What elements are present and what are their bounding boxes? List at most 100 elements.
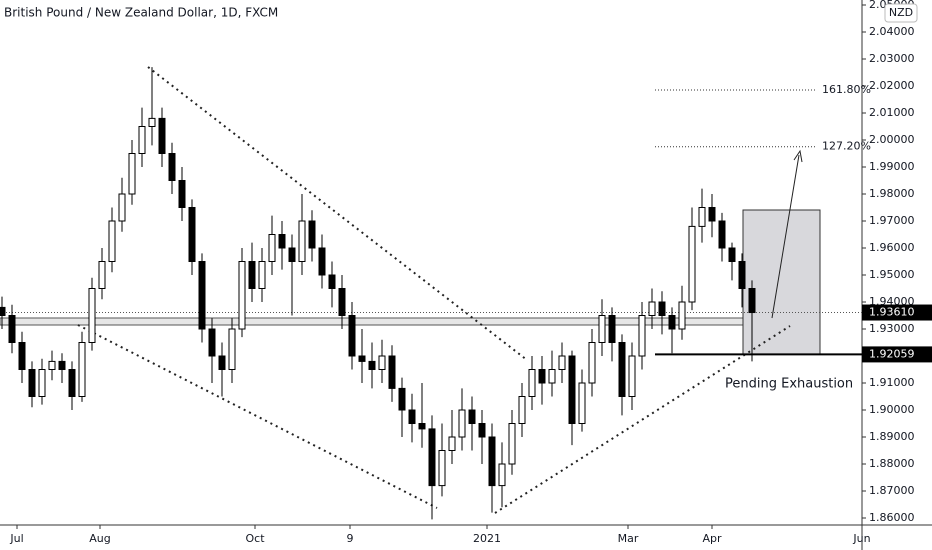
candle-body xyxy=(618,342,626,398)
candle-body xyxy=(208,328,216,357)
candle-body xyxy=(458,409,466,438)
candle-body xyxy=(708,206,716,222)
currency-badge xyxy=(884,3,918,23)
candle-body xyxy=(728,247,736,263)
x-tick-label: 2021 xyxy=(473,532,501,545)
x-tick-label: Jun xyxy=(852,532,870,545)
candle-body xyxy=(268,234,276,263)
y-tick-label: 2.04000 xyxy=(869,25,915,38)
candle-body xyxy=(528,369,536,398)
y-tick-label: 1.99000 xyxy=(869,160,915,173)
candle-body xyxy=(658,301,666,317)
y-tick-label: 1.87000 xyxy=(869,484,915,497)
candle-body xyxy=(498,463,506,487)
candle-body xyxy=(478,423,486,438)
candle-body xyxy=(588,342,596,384)
y-tick-label: 2.03000 xyxy=(869,52,915,65)
candle-body xyxy=(98,261,106,290)
candle-body xyxy=(298,220,306,263)
candle-body xyxy=(638,315,646,357)
candle-body xyxy=(368,360,376,371)
y-tick-label: 1.96000 xyxy=(869,241,915,254)
candle-body xyxy=(608,315,616,344)
candle-body xyxy=(48,360,56,371)
trend-line xyxy=(147,66,528,361)
candle-body xyxy=(258,261,266,290)
chart-title: British Pound / New Zealand Dollar, 1D, … xyxy=(4,6,278,20)
arrow xyxy=(771,154,800,319)
annotation: Pending Exhaustion xyxy=(725,377,853,392)
y-tick-label: 1.91000 xyxy=(869,376,915,389)
y-tick-label: 2.02000 xyxy=(869,79,915,92)
candle-body xyxy=(698,206,706,227)
candle-body xyxy=(0,306,6,317)
candle-body xyxy=(38,369,46,398)
y-tick-label: 1.93000 xyxy=(869,322,915,335)
candle-body xyxy=(428,428,436,487)
trend-line xyxy=(77,324,438,509)
candle-body xyxy=(178,179,186,208)
candle-body xyxy=(248,261,256,290)
candle-body xyxy=(78,342,86,398)
fib-label: 161.80% xyxy=(822,83,871,96)
candle-body xyxy=(8,315,16,344)
candle-body xyxy=(108,220,116,263)
candle-body xyxy=(288,247,296,263)
candle-body xyxy=(338,288,346,317)
price-tag xyxy=(862,346,932,363)
y-tick-label: 1.98000 xyxy=(869,187,915,200)
y-tick-label: 1.88000 xyxy=(869,457,915,470)
candle-body xyxy=(398,387,406,411)
candle-body xyxy=(418,423,426,430)
fib-label: 127.20% xyxy=(822,140,871,153)
candle-body xyxy=(718,220,726,249)
candle-body xyxy=(328,274,336,290)
target-box xyxy=(742,209,821,355)
candle-body xyxy=(128,152,136,195)
candle-body xyxy=(118,193,126,222)
y-tick-label: 1.90000 xyxy=(869,403,915,416)
y-tick-label: 2.00000 xyxy=(869,133,915,146)
candle-body xyxy=(218,355,226,371)
x-tick-label: Jul xyxy=(9,532,23,545)
candle-body xyxy=(738,261,746,290)
price-tag-label: 1.93610 xyxy=(869,306,915,319)
candle-body xyxy=(88,288,96,344)
x-tick-label: 9 xyxy=(347,532,354,545)
candle-body xyxy=(438,450,446,487)
candle-body xyxy=(318,247,326,276)
candle-body xyxy=(598,315,606,344)
candle-body xyxy=(68,369,76,398)
candle-body xyxy=(378,355,386,371)
candle-body xyxy=(188,206,196,263)
candle-body xyxy=(168,152,176,181)
support-zone xyxy=(0,317,781,326)
trend-line xyxy=(494,325,791,514)
candle-body xyxy=(18,342,26,371)
candle-body xyxy=(508,423,516,465)
x-tick-label: Aug xyxy=(89,532,110,545)
y-tick-label: 1.86000 xyxy=(869,511,915,524)
candle-body xyxy=(138,125,146,154)
y-tick-label: 1.97000 xyxy=(869,214,915,227)
x-tick-label: Oct xyxy=(245,532,265,545)
candle-body xyxy=(158,117,166,154)
candle-body xyxy=(228,328,236,371)
y-tick-label: 2.01000 xyxy=(869,106,915,119)
x-tick-label: Mar xyxy=(618,532,639,545)
candle-body xyxy=(468,409,476,425)
candle-body xyxy=(518,396,526,425)
candle-body xyxy=(148,117,156,127)
candle-body xyxy=(558,355,566,371)
candle-body xyxy=(688,225,696,303)
candle-body xyxy=(388,355,396,389)
candle-body xyxy=(668,315,676,330)
price-tag xyxy=(862,304,932,321)
candle-body xyxy=(358,355,366,362)
candle-body xyxy=(548,369,556,384)
x-tick-label: Apr xyxy=(702,532,722,545)
candle-body xyxy=(308,220,316,249)
y-tick-label: 1.89000 xyxy=(869,430,915,443)
